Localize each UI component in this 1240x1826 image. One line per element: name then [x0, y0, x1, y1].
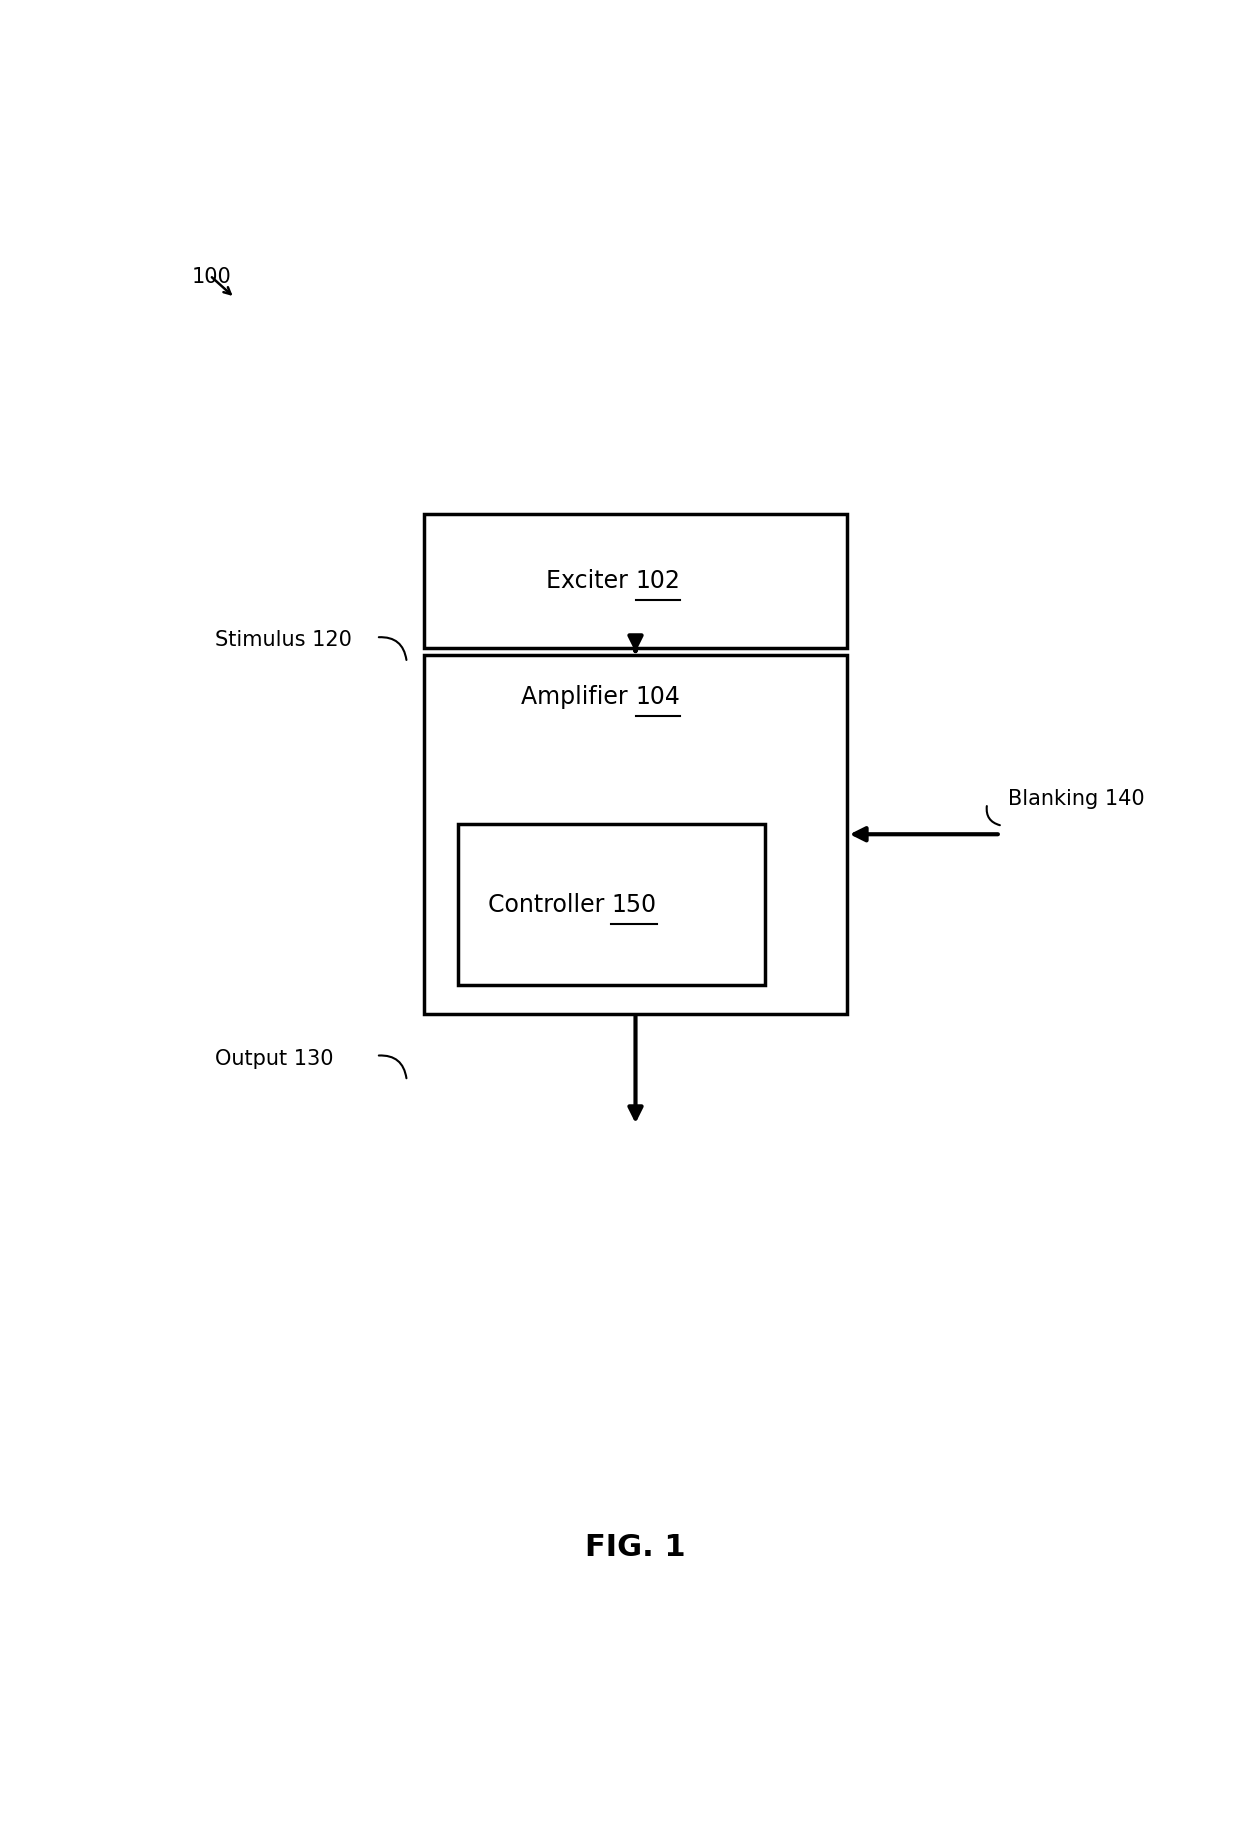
Text: Controller: Controller: [487, 893, 611, 917]
Bar: [424, 515, 847, 648]
Text: Stimulus 120: Stimulus 120: [215, 630, 351, 650]
Text: 104: 104: [635, 685, 681, 708]
Text: 100: 100: [191, 267, 232, 287]
Text: 150: 150: [611, 893, 657, 917]
Text: 102: 102: [635, 570, 681, 593]
Text: Exciter: Exciter: [546, 570, 635, 593]
Bar: [424, 656, 847, 1013]
Bar: [458, 824, 765, 986]
Text: Amplifier: Amplifier: [521, 685, 635, 708]
Text: Output 130: Output 130: [215, 1048, 334, 1068]
Text: Blanking 140: Blanking 140: [1008, 789, 1145, 809]
Text: FIG. 1: FIG. 1: [585, 1534, 686, 1563]
